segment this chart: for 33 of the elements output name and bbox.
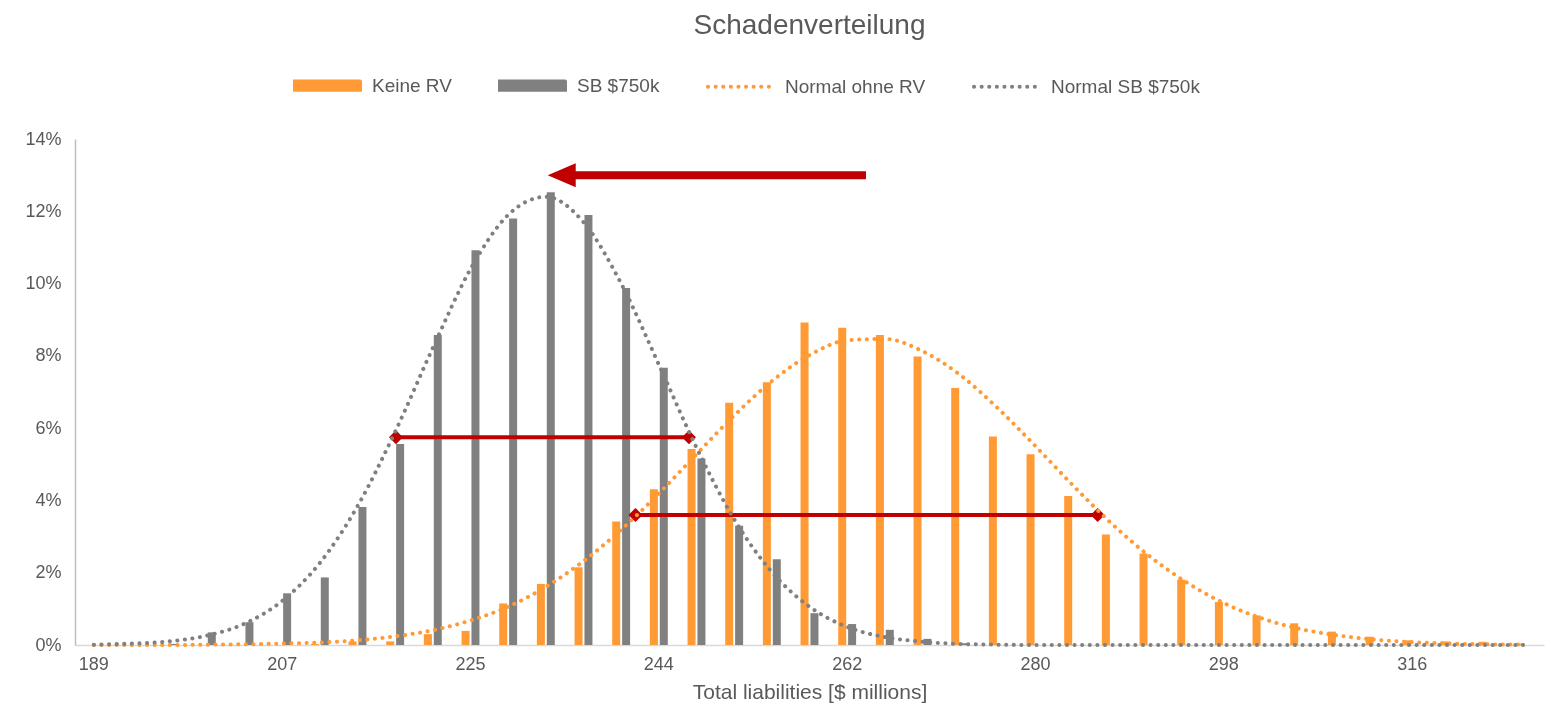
chart-title: Schadenverteilung — [693, 9, 926, 40]
legend-label: Normal SB $750k — [1051, 75, 1201, 97]
x-axis-title: Total liabilities [$ millions] — [692, 679, 928, 703]
bar — [988, 436, 997, 645]
bar — [1064, 496, 1073, 645]
bar — [1026, 454, 1035, 645]
bar — [951, 388, 960, 645]
legend-label: Keine RV — [372, 74, 453, 96]
bar — [509, 218, 518, 645]
x-tick-label: 316 — [1397, 653, 1428, 674]
y-tick-label: 4% — [35, 489, 62, 510]
x-tick-label: 189 — [78, 653, 109, 674]
x-tick-label: 225 — [455, 653, 486, 674]
x-tick-label: 298 — [1208, 653, 1239, 674]
x-tick-label: 262 — [832, 653, 863, 674]
x-tick-label: 207 — [267, 653, 298, 674]
bar — [461, 630, 470, 645]
x-tick-label: 244 — [643, 653, 674, 674]
bar — [386, 641, 395, 645]
bar — [320, 577, 329, 645]
line-series — [91, 194, 1528, 647]
legend-label: Normal ohne RV — [785, 75, 926, 97]
bar — [1101, 534, 1110, 645]
y-tick-label: 2% — [35, 562, 62, 583]
y-tick-label: 6% — [35, 417, 62, 438]
y-tick-label: 8% — [35, 345, 62, 366]
x-tick-label: 280 — [1020, 653, 1051, 674]
y-tick-label: 10% — [25, 273, 62, 294]
legend-label: SB $750k — [577, 74, 660, 96]
bar — [913, 356, 922, 645]
y-tick-label: 0% — [35, 634, 62, 655]
y-tick-label: 12% — [25, 200, 62, 221]
y-tick-label: 14% — [25, 128, 62, 149]
